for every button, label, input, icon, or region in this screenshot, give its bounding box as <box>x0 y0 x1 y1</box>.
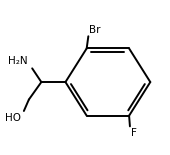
Text: H₂N: H₂N <box>8 56 28 66</box>
Text: HO: HO <box>5 113 21 123</box>
Text: F: F <box>131 128 137 138</box>
Text: Br: Br <box>89 25 101 35</box>
